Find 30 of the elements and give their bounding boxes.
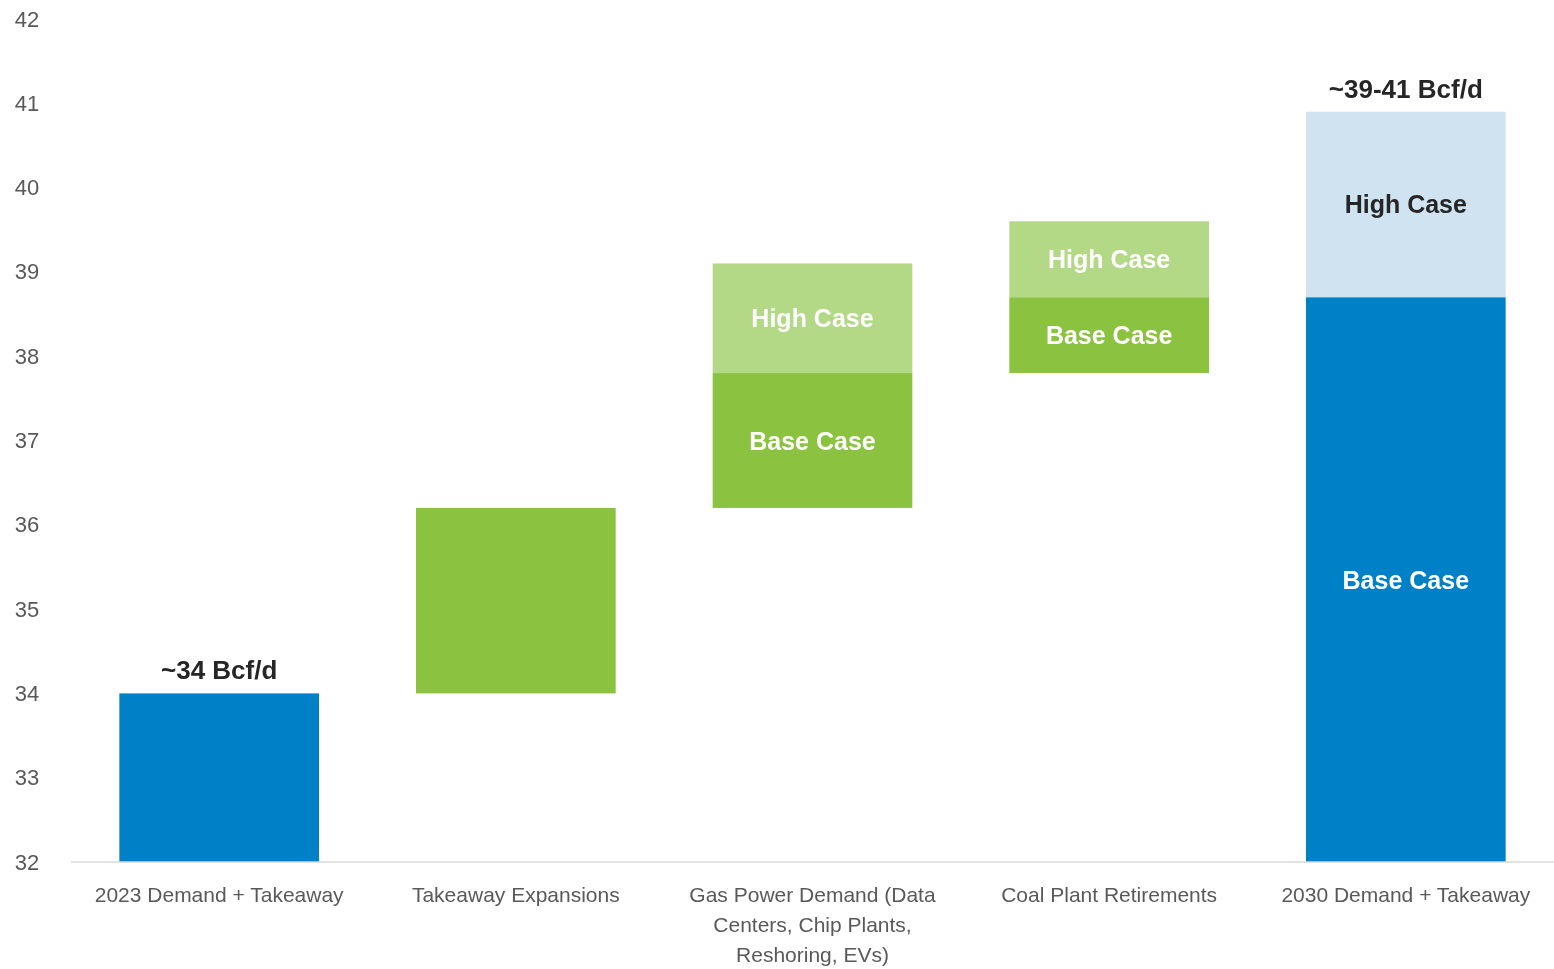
x-tick-label: 2023 Demand + Takeaway xyxy=(94,883,345,906)
bar xyxy=(1009,221,1209,298)
bar xyxy=(1009,297,1209,374)
data-label: ~34 Bcf/d xyxy=(161,655,278,686)
text: High Case xyxy=(751,304,874,333)
y-tick-label: 35 xyxy=(14,596,40,622)
y-tick-label: 34 xyxy=(14,680,40,706)
y-tick-label: 38 xyxy=(14,343,40,369)
x-tick-label: Gas Power Demand (Data Centers, Chip Plants, Reshoring, EVs) xyxy=(689,883,936,966)
text: High Case xyxy=(1344,190,1467,219)
x-tick-label: Coal Plant Retirements xyxy=(1001,883,1218,906)
data-label: ~39-41 Bcf/d xyxy=(1328,73,1483,104)
text: Base Case xyxy=(1342,565,1470,594)
y-tick-label: 36 xyxy=(14,512,40,538)
y-tick-label: 40 xyxy=(14,175,40,201)
y-tick-label: 41 xyxy=(14,90,40,116)
text: Base Case xyxy=(749,426,876,455)
bar xyxy=(712,263,913,374)
series-label: High Case xyxy=(1048,245,1171,274)
y-tick-label: 37 xyxy=(14,428,40,454)
y-tick-label: 39 xyxy=(14,259,40,285)
x-tick-label: Takeaway Expansions xyxy=(411,883,620,906)
y-tick-label: 32 xyxy=(14,849,40,875)
y-tick-label: 42 xyxy=(14,6,40,32)
series-label: Base Case xyxy=(1045,321,1173,350)
y-tick-label: 33 xyxy=(14,765,40,791)
bar xyxy=(1305,111,1506,298)
bar xyxy=(712,373,913,508)
x-tick-label: 2030 Demand + Takeaway xyxy=(1281,883,1531,906)
bar xyxy=(119,693,320,862)
